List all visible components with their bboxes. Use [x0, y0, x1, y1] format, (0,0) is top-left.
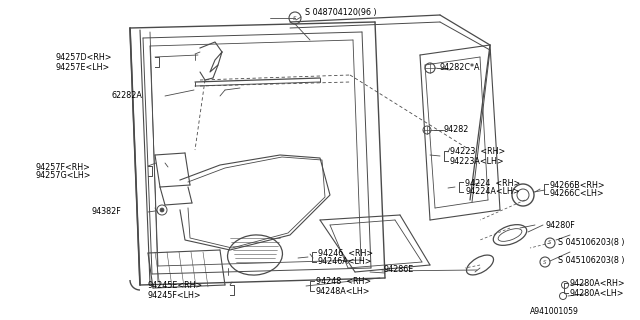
Text: 94245F<LH>: 94245F<LH> — [148, 291, 202, 300]
Circle shape — [160, 208, 164, 212]
Text: 94257G<LH>: 94257G<LH> — [35, 172, 90, 180]
Text: S 048704120(96 ): S 048704120(96 ) — [305, 9, 376, 18]
Text: A941001059: A941001059 — [530, 308, 579, 316]
Text: S: S — [548, 241, 552, 245]
Text: 94223A<LH>: 94223A<LH> — [450, 156, 504, 165]
Text: 94246  <RH>: 94246 <RH> — [318, 249, 373, 258]
Text: 94246A<LH>: 94246A<LH> — [318, 258, 372, 267]
Text: 94280A<RH>: 94280A<RH> — [570, 278, 626, 287]
Text: S 045106203(8 ): S 045106203(8 ) — [558, 255, 625, 265]
Text: 62282A: 62282A — [112, 92, 143, 100]
Text: S: S — [543, 260, 547, 265]
Text: 94257F<RH>: 94257F<RH> — [35, 163, 90, 172]
Text: 94223  <RH>: 94223 <RH> — [450, 148, 505, 156]
Text: 94224  <RH>: 94224 <RH> — [465, 179, 520, 188]
Text: 94257E<LH>: 94257E<LH> — [55, 62, 109, 71]
Text: 94286E: 94286E — [384, 266, 414, 275]
Text: 94280F: 94280F — [546, 220, 576, 229]
Text: 94224A<LH>: 94224A<LH> — [465, 188, 520, 196]
Text: 94248  <RH>: 94248 <RH> — [316, 277, 371, 286]
Text: 94282C*A: 94282C*A — [440, 63, 481, 73]
Text: 94257D<RH>: 94257D<RH> — [55, 53, 111, 62]
Text: 94280A<LH>: 94280A<LH> — [570, 290, 625, 299]
Text: 94245E<RH>: 94245E<RH> — [148, 282, 204, 291]
Text: 94266B<RH>: 94266B<RH> — [550, 180, 605, 189]
Text: 94382F: 94382F — [92, 207, 122, 217]
Text: 94282: 94282 — [443, 125, 468, 134]
Text: S: S — [293, 15, 297, 20]
Text: S 045106203(8 ): S 045106203(8 ) — [558, 237, 625, 246]
Text: 94248A<LH>: 94248A<LH> — [316, 286, 371, 295]
Text: 94266C<LH>: 94266C<LH> — [550, 189, 605, 198]
